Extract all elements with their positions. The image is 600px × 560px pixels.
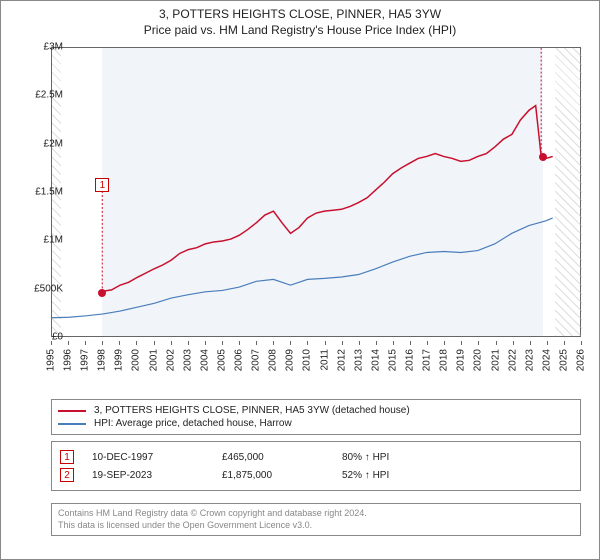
chart-container: 3, POTTERS HEIGHTS CLOSE, PINNER, HA5 3Y… [0, 0, 600, 560]
annotation-row-1: 1 10-DEC-1997 £465,000 80% ↑ HPI [60, 448, 572, 466]
footer-line-2: This data is licensed under the Open Gov… [58, 520, 574, 532]
y-tick-label: £3M [23, 42, 63, 53]
chart-titles: 3, POTTERS HEIGHTS CLOSE, PINNER, HA5 3Y… [1, 1, 599, 37]
x-tick-label: 1999 [114, 349, 125, 371]
x-tick-label: 2009 [285, 349, 296, 371]
x-tick-label: 2024 [541, 349, 552, 371]
x-tick-label: 2002 [165, 349, 176, 371]
x-tick-label: 1997 [80, 349, 91, 371]
x-tick-label: 2010 [302, 349, 313, 371]
x-axis: 1995199619971998199920002001200220032004… [51, 341, 581, 401]
x-tick-label: 1996 [63, 349, 74, 371]
y-tick-label: £1M [23, 235, 63, 246]
data-point-marker [98, 289, 106, 297]
footer-line-1: Contains HM Land Registry data © Crown c… [58, 508, 574, 520]
y-tick-label: £1.5M [23, 187, 63, 198]
x-tick-label: 2026 [576, 349, 587, 371]
x-tick-label: 2019 [456, 349, 467, 371]
x-tick-label: 2023 [524, 349, 535, 371]
x-tick-label: 2000 [131, 349, 142, 371]
y-tick-label: £0 [23, 332, 63, 343]
y-tick-label: £2M [23, 138, 63, 149]
annotation-hpi-1: 80% ↑ HPI [342, 452, 462, 463]
x-tick-label: 2017 [422, 349, 433, 371]
annotation-row-2: 2 19-SEP-2023 £1,875,000 52% ↑ HPI [60, 466, 572, 484]
x-tick-label: 2014 [370, 349, 381, 371]
legend-label-2: HPI: Average price, detached house, Harr… [94, 418, 292, 429]
x-tick-label: 1998 [97, 349, 108, 371]
series-line [52, 218, 553, 318]
annotation-hpi-2: 52% ↑ HPI [342, 470, 462, 481]
annotation-price-2: £1,875,000 [222, 470, 342, 481]
x-tick-label: 2012 [336, 349, 347, 371]
x-tick-label: 2007 [251, 349, 262, 371]
chart-title: 3, POTTERS HEIGHTS CLOSE, PINNER, HA5 3Y… [1, 7, 599, 21]
x-tick-label: 2018 [439, 349, 450, 371]
x-tick-label: 2020 [473, 349, 484, 371]
x-tick-label: 2011 [319, 349, 330, 371]
legend-box: 3, POTTERS HEIGHTS CLOSE, PINNER, HA5 3Y… [51, 399, 581, 435]
annotation-marker-1: 1 [60, 450, 74, 464]
x-tick-label: 2025 [558, 349, 569, 371]
plot-area: 12 [51, 47, 581, 337]
legend-label-1: 3, POTTERS HEIGHTS CLOSE, PINNER, HA5 3Y… [94, 405, 410, 416]
x-tick-label: 2015 [387, 349, 398, 371]
x-tick-label: 2016 [405, 349, 416, 371]
x-tick-label: 2003 [182, 349, 193, 371]
legend-item-2: HPI: Average price, detached house, Harr… [58, 417, 574, 430]
marker-label-box: 1 [95, 178, 109, 192]
annotation-price-1: £465,000 [222, 452, 342, 463]
plot-background: 12 [51, 47, 581, 337]
annotation-date-1: 10-DEC-1997 [92, 452, 222, 463]
legend-swatch-1 [58, 410, 86, 412]
x-tick-label: 2006 [234, 349, 245, 371]
footer-box: Contains HM Land Registry data © Crown c… [51, 503, 581, 536]
x-tick-label: 2008 [268, 349, 279, 371]
x-tick-label: 2005 [216, 349, 227, 371]
chart-lines [52, 48, 580, 336]
x-tick-label: 2021 [490, 349, 501, 371]
legend-swatch-2 [58, 423, 86, 425]
legend-item-1: 3, POTTERS HEIGHTS CLOSE, PINNER, HA5 3Y… [58, 404, 574, 417]
annotation-marker-2: 2 [60, 468, 74, 482]
x-tick-label: 2004 [199, 349, 210, 371]
y-tick-label: £500K [23, 283, 63, 294]
x-tick-label: 2013 [353, 349, 364, 371]
chart-subtitle: Price paid vs. HM Land Registry's House … [1, 23, 599, 37]
series-line [102, 106, 552, 292]
x-tick-label: 2001 [148, 349, 159, 371]
annotations-box: 1 10-DEC-1997 £465,000 80% ↑ HPI 2 19-SE… [51, 441, 581, 491]
x-tick-label: 2022 [507, 349, 518, 371]
data-point-marker [539, 153, 547, 161]
y-tick-label: £2.5M [23, 90, 63, 101]
x-tick-label: 1995 [46, 349, 57, 371]
annotation-date-2: 19-SEP-2023 [92, 470, 222, 481]
